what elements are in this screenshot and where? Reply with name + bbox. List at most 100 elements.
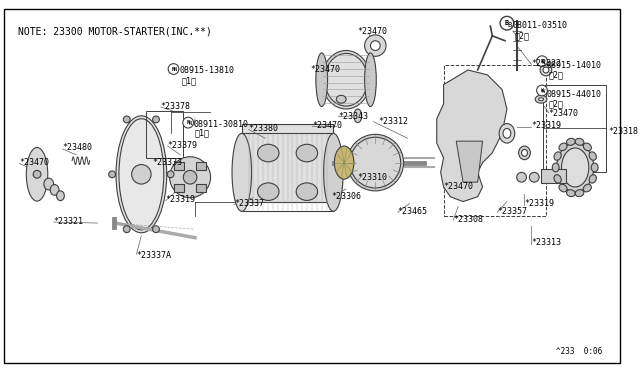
Ellipse shape — [554, 152, 561, 160]
Text: 08915-44010: 08915-44010 — [547, 90, 602, 99]
Text: W: W — [541, 88, 543, 93]
Text: N: N — [173, 67, 177, 73]
Ellipse shape — [540, 64, 552, 76]
Ellipse shape — [232, 133, 252, 211]
Ellipse shape — [529, 172, 539, 182]
Ellipse shape — [44, 178, 54, 190]
Text: W: W — [542, 60, 545, 65]
Text: （1）: （1） — [195, 129, 210, 138]
Text: N: N — [188, 121, 191, 126]
Ellipse shape — [350, 137, 401, 188]
Ellipse shape — [183, 170, 197, 184]
Text: ^233  0:06: ^233 0:06 — [556, 347, 602, 356]
Text: *23470: *23470 — [549, 109, 579, 118]
Ellipse shape — [499, 124, 515, 143]
Text: *23319: *23319 — [531, 121, 561, 130]
Ellipse shape — [559, 143, 567, 151]
Text: *23313: *23313 — [531, 238, 561, 247]
Text: *23306: *23306 — [332, 192, 362, 201]
Bar — [146, 111, 183, 158]
Bar — [444, 65, 546, 216]
Ellipse shape — [575, 190, 584, 197]
Ellipse shape — [543, 67, 549, 73]
Text: 08915-13810: 08915-13810 — [179, 67, 234, 76]
Text: *23319: *23319 — [166, 195, 196, 204]
Circle shape — [124, 116, 130, 123]
Text: （2）: （2） — [549, 100, 564, 109]
Circle shape — [109, 171, 116, 178]
Ellipse shape — [119, 119, 164, 230]
Text: *23319: *23319 — [525, 199, 554, 208]
Ellipse shape — [354, 109, 362, 123]
Text: *23343: *23343 — [339, 112, 368, 121]
Text: *23312: *23312 — [378, 117, 408, 126]
Ellipse shape — [566, 190, 575, 197]
Text: W: W — [541, 59, 543, 64]
Ellipse shape — [575, 138, 584, 145]
Text: *23380: *23380 — [248, 124, 278, 133]
Circle shape — [167, 171, 174, 178]
Text: （1）: （1） — [181, 76, 196, 85]
Text: *23379: *23379 — [168, 141, 198, 150]
Bar — [242, 124, 333, 202]
Ellipse shape — [33, 170, 41, 178]
Ellipse shape — [322, 51, 371, 109]
Text: W: W — [542, 89, 545, 94]
Text: *23333: *23333 — [152, 158, 182, 167]
Circle shape — [168, 64, 179, 74]
Text: B: B — [505, 20, 509, 26]
Ellipse shape — [365, 53, 376, 106]
Ellipse shape — [591, 163, 598, 172]
Ellipse shape — [583, 184, 591, 192]
Circle shape — [537, 56, 547, 67]
Text: *23357: *23357 — [497, 207, 527, 216]
Text: *23470: *23470 — [19, 158, 49, 167]
Ellipse shape — [371, 41, 380, 51]
Ellipse shape — [324, 54, 367, 106]
Text: *23337A: *23337A — [136, 251, 172, 260]
Bar — [196, 185, 206, 192]
Ellipse shape — [539, 98, 543, 101]
Ellipse shape — [559, 184, 567, 192]
Ellipse shape — [56, 191, 65, 201]
Ellipse shape — [518, 146, 531, 160]
Ellipse shape — [365, 35, 386, 56]
Bar — [174, 162, 184, 170]
Bar — [541, 169, 566, 183]
Ellipse shape — [516, 172, 527, 182]
Circle shape — [124, 226, 130, 232]
Text: *23337: *23337 — [234, 199, 264, 208]
Ellipse shape — [557, 143, 594, 192]
Circle shape — [183, 117, 193, 128]
Text: 08911-30810: 08911-30810 — [193, 120, 248, 129]
Text: B: B — [507, 22, 511, 28]
Ellipse shape — [257, 183, 279, 201]
Bar — [196, 162, 206, 170]
Ellipse shape — [50, 185, 59, 195]
Bar — [174, 185, 184, 192]
Text: 08915-14010: 08915-14010 — [547, 61, 602, 70]
Ellipse shape — [589, 152, 596, 160]
Text: *23470: *23470 — [358, 28, 388, 36]
Ellipse shape — [554, 175, 561, 183]
Ellipse shape — [257, 144, 279, 162]
Text: *23318: *23318 — [609, 127, 638, 136]
Circle shape — [152, 116, 159, 123]
Text: *23308: *23308 — [453, 215, 483, 224]
Ellipse shape — [552, 163, 559, 172]
Ellipse shape — [296, 144, 317, 162]
Text: *23470: *23470 — [310, 65, 340, 74]
Text: *23465: *23465 — [397, 207, 428, 216]
Ellipse shape — [324, 133, 343, 211]
Ellipse shape — [561, 148, 589, 187]
Text: *23480: *23480 — [62, 144, 92, 153]
Ellipse shape — [522, 150, 527, 156]
Ellipse shape — [503, 128, 511, 138]
Circle shape — [152, 226, 159, 232]
Circle shape — [537, 85, 547, 96]
Ellipse shape — [170, 157, 211, 198]
Ellipse shape — [334, 146, 354, 179]
Ellipse shape — [337, 95, 346, 103]
Text: N: N — [186, 120, 190, 125]
Polygon shape — [456, 141, 483, 182]
